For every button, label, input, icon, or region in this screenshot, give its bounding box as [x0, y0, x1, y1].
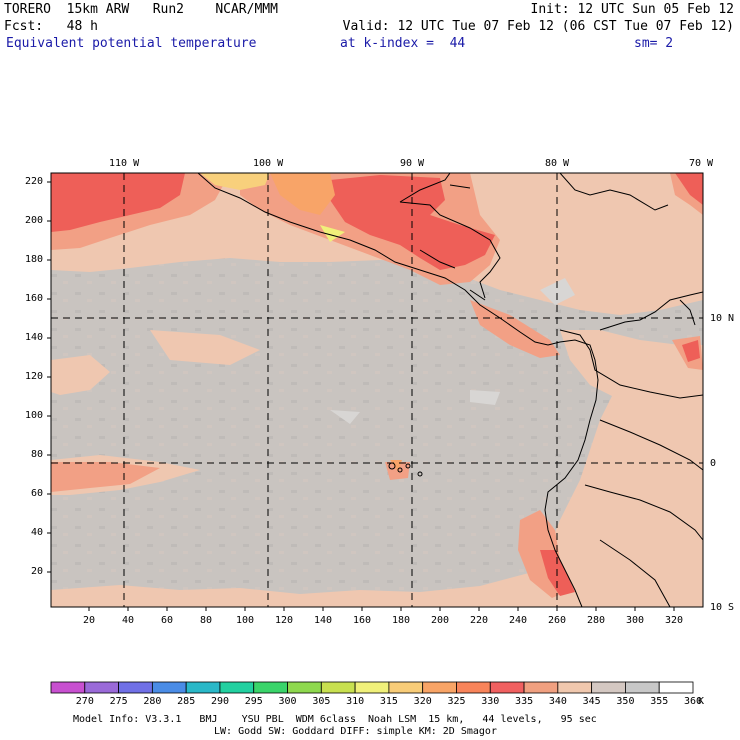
left-label: 180: [25, 254, 44, 265]
left-label: 100: [25, 410, 44, 421]
colorbar-label: 275: [109, 696, 128, 707]
lon-label-90w: 90 W: [400, 158, 425, 169]
lon-label-70w: 70 W: [689, 158, 714, 169]
colorbar-label: 325: [447, 696, 466, 707]
colorbar-label: 280: [143, 696, 162, 707]
smoothing-label: sm= 2: [634, 36, 674, 51]
colorbar-label: 360: [684, 696, 703, 707]
colorbar: [50, 681, 694, 694]
colorbar-label: 300: [278, 696, 297, 707]
bottom-label: 160: [353, 615, 372, 626]
level-label: at k-index = 44: [340, 36, 466, 51]
field-name: Equivalent potential temperature: [6, 36, 257, 51]
bottom-label: 100: [236, 615, 255, 626]
header-model-run: TORERO 15km ARW Run2 NCAR/MMM: [4, 2, 278, 17]
colorbar-swatch: [456, 681, 491, 694]
colorbar-label: 340: [548, 696, 567, 707]
bottom-label: 60: [161, 615, 174, 626]
colorbar-label: 290: [210, 696, 229, 707]
colorbar-swatch: [84, 681, 119, 694]
colorbar-label: 345: [582, 696, 601, 707]
lat-label-0: 0: [710, 458, 717, 469]
colorbar-label: 355: [650, 696, 669, 707]
colorbar-swatch: [219, 681, 255, 694]
colorbar-label: 315: [379, 696, 398, 707]
left-label: 160: [25, 293, 44, 304]
colorbar-swatch: [185, 681, 221, 694]
bottom-label: 140: [314, 615, 333, 626]
colorbar-swatch: [118, 681, 153, 694]
bottom-label: 320: [665, 615, 684, 626]
colorbar-label: 305: [312, 696, 331, 707]
field-warm-coast: [200, 173, 402, 472]
colorbar-swatch: [557, 681, 593, 694]
colorbar-swatch: [658, 681, 694, 694]
lat-label-10s: 10 S: [710, 602, 735, 613]
coastlines: [197, 173, 703, 607]
bottom-label: 220: [470, 615, 489, 626]
bottom-label: 80: [200, 615, 213, 626]
colorbar-label: 310: [346, 696, 365, 707]
colorbar-swatch: [422, 681, 457, 694]
left-label: 200: [25, 215, 44, 226]
left-label: 20: [31, 566, 44, 577]
map-frame: [50, 172, 704, 608]
colorbar-swatch: [523, 681, 559, 694]
lon-label-100w: 100 W: [253, 158, 284, 169]
bottom-label: 200: [431, 615, 450, 626]
colorbar-label: 320: [413, 696, 432, 707]
colorbar-swatch: [151, 681, 187, 694]
left-label: 60: [31, 488, 44, 499]
bottom-label: 240: [509, 615, 528, 626]
left-label: 140: [25, 332, 44, 343]
bottom-label: 180: [392, 615, 411, 626]
colorbar-swatch: [591, 681, 626, 694]
colorbar-label: 330: [481, 696, 500, 707]
bottom-label: 260: [548, 615, 567, 626]
model-info: Model Info: V3.3.1 BMJ YSU PBL WDM 6clas…: [73, 714, 597, 725]
colorbar-label: 285: [177, 696, 196, 707]
colorbar-label: 335: [515, 696, 534, 707]
header-forecast-hour: Fcst: 48 h: [4, 19, 98, 34]
colorbar-swatch: [50, 681, 86, 694]
bottom-label: 20: [83, 615, 96, 626]
left-label: 40: [31, 527, 44, 538]
lon-label-110w: 110 W: [109, 158, 140, 169]
colorbar-swatch: [489, 681, 525, 694]
lat-label-10n: 10 N: [710, 313, 735, 324]
bottom-label: 280: [587, 615, 606, 626]
colorbar-unit: K: [698, 696, 705, 707]
colorbar-swatch: [253, 681, 288, 694]
colorbar-swatch: [625, 681, 660, 694]
bottom-label: 40: [122, 615, 135, 626]
left-label: 120: [25, 371, 44, 382]
latlon-grid: [51, 173, 703, 607]
colorbar-swatch: [354, 681, 390, 694]
colorbar-label: 350: [616, 696, 635, 707]
colorbar-swatch: [320, 681, 356, 694]
header-valid-time: Valid: 12 UTC Tue 07 Feb 12 (06 CST Tue …: [342, 19, 734, 34]
bottom-label: 120: [275, 615, 294, 626]
colorbar-swatch: [287, 681, 322, 694]
left-label: 80: [31, 449, 44, 460]
header-init-time: Init: 12 UTC Sun 05 Feb 12: [530, 2, 735, 17]
lon-label-80w: 80 W: [545, 158, 570, 169]
field-350-355: [330, 278, 575, 424]
colorbar-label: 295: [244, 696, 263, 707]
colorbar-swatch: [388, 681, 424, 694]
left-label: 220: [25, 176, 44, 187]
theta-e-field: [51, 173, 703, 607]
colorbar-label: 270: [75, 696, 94, 707]
bottom-label: 300: [626, 615, 645, 626]
physics-info: LW: Godd SW: Goddard DIFF: simple KM: 2D…: [214, 726, 497, 737]
frame-ticks: [47, 181, 675, 611]
